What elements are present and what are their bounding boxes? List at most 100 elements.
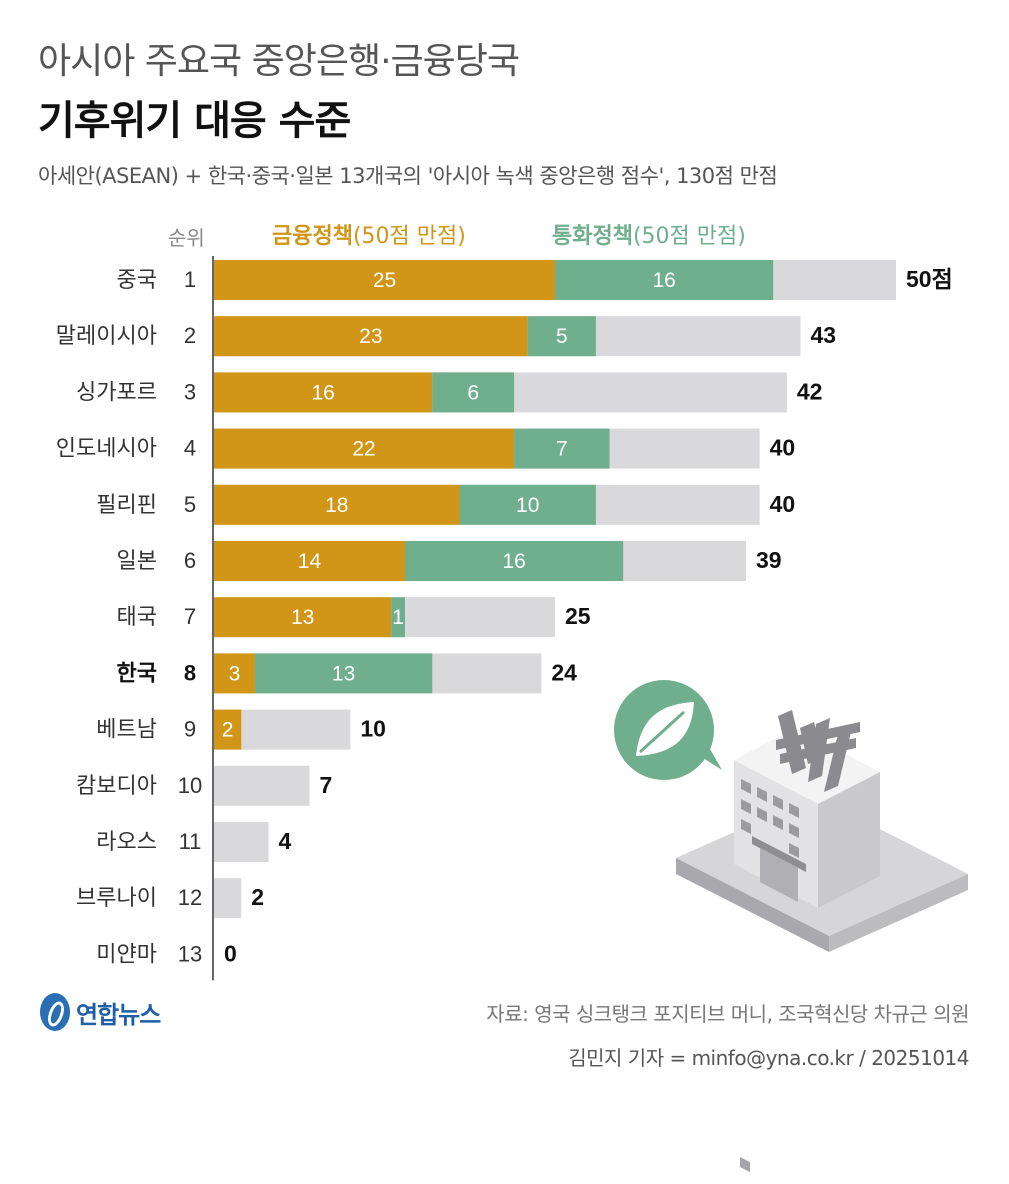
financial-value-label: 3	[229, 662, 241, 685]
financial-bar	[214, 597, 392, 638]
country-label: 말레이시아	[56, 323, 157, 348]
financial-bar	[214, 541, 405, 581]
rank-label: 2	[184, 323, 196, 348]
financial-bar	[214, 484, 460, 525]
country-label: 미얀마	[96, 941, 157, 966]
rank-label: 9	[184, 717, 196, 742]
title-line1: 아시아 주요국 중앙은행·금융당국	[38, 41, 520, 82]
rank-label: 10	[178, 773, 202, 798]
rank-label: 13	[178, 941, 202, 966]
total-value-label: 25	[565, 603, 591, 629]
rank-label: 3	[184, 379, 196, 404]
rank-label: 11	[179, 829, 202, 854]
monetary-value-label: 10	[516, 494, 539, 517]
rank-label: 12	[178, 885, 202, 910]
country-label: 라오스	[96, 829, 157, 854]
monetary-value-label: 16	[652, 269, 675, 292]
rank-label: 6	[184, 548, 196, 573]
financial-value-label: 14	[298, 550, 322, 573]
financial-value-label: 25	[373, 269, 396, 292]
rank-label: 5	[184, 492, 196, 517]
legend-financial: 금융정책(50점 만점)	[272, 218, 466, 250]
monetary-value-label: 1	[392, 606, 404, 629]
bank-building-illustration	[614, 680, 968, 1173]
legend-monetary-paren: (50점 만점)	[632, 224, 746, 249]
leaf-bubble-tail	[700, 742, 722, 770]
rank-label: 1	[184, 267, 196, 292]
yonhap-logo-text: 연합뉴스	[76, 1000, 161, 1029]
total-value-label: 10	[360, 716, 386, 742]
monetary-value-label: 5	[556, 325, 568, 348]
financial-value-label: 22	[352, 438, 375, 461]
total-bar	[214, 765, 310, 806]
legend-financial-label: 금융정책	[272, 224, 353, 249]
country-label: 베트남	[96, 717, 157, 742]
legend-financial-paren: (50점 만점)	[352, 224, 466, 249]
monetary-value-label: 6	[467, 381, 479, 404]
financial-bar	[214, 260, 555, 300]
chart-title: 기후위기 대응 수준	[38, 98, 351, 144]
monetary-value-label: 7	[556, 438, 568, 461]
total-bar	[214, 822, 269, 862]
monetary-bar	[432, 372, 515, 413]
yonhap-logo-icon	[40, 993, 70, 1031]
building-windows	[740, 1157, 750, 1173]
financial-bar	[214, 372, 433, 413]
total-value-label: 40	[770, 435, 796, 461]
total-value-label: 7	[319, 772, 332, 798]
total-value-label: 24	[551, 659, 577, 685]
building-roof	[734, 728, 880, 804]
financial-bar	[214, 653, 255, 694]
total-value-label: 4	[279, 828, 292, 854]
total-value-label: 50점	[906, 266, 953, 292]
total-value-label: 40	[770, 491, 796, 517]
credit-line: 김민지 기자 = minfo@yna.co.kr / 20251014	[568, 1046, 969, 1070]
country-label: 캄보디아	[76, 773, 157, 798]
rank-label: 8	[184, 660, 196, 685]
platform-right	[829, 874, 968, 952]
total-value-label: 43	[811, 322, 837, 348]
financial-value-label: 13	[291, 606, 314, 629]
financial-value-label: 23	[359, 325, 382, 348]
platform-left	[676, 858, 829, 952]
monetary-bar	[527, 316, 596, 357]
financial-value-label: 18	[325, 494, 348, 517]
monetary-bar	[254, 653, 433, 694]
rank-column-header: 순위	[168, 226, 205, 250]
entrance-door	[760, 848, 798, 902]
monetary-bar	[555, 260, 774, 300]
building-side	[818, 772, 880, 908]
country-label: 일본	[117, 548, 157, 573]
financial-value-label: 16	[311, 381, 334, 404]
country-label: 필리핀	[96, 492, 157, 517]
country-label: 태국	[117, 604, 157, 629]
monetary-bar	[514, 428, 610, 469]
monetary-value-label: 16	[502, 550, 525, 573]
country-label: 싱가포르	[76, 379, 157, 404]
rank-label: 7	[184, 604, 196, 629]
monetary-value-label: 13	[332, 662, 355, 685]
total-value-label: 42	[797, 378, 823, 404]
monetary-bar	[391, 597, 405, 638]
total-value-label: 39	[756, 547, 782, 573]
country-label: 한국	[117, 660, 157, 685]
won-sign	[776, 710, 860, 792]
legend-monetary-label: 통화정책	[552, 224, 633, 249]
financial-bar	[214, 428, 515, 469]
monetary-bar	[404, 541, 624, 581]
monetary-bar	[459, 484, 596, 525]
window	[740, 1157, 750, 1173]
leaf-vein	[638, 710, 686, 754]
legend-monetary: 통화정책(50점 만점)	[552, 218, 746, 250]
financial-value-label: 2	[222, 719, 234, 742]
financial-bar	[214, 316, 528, 357]
window-grid	[741, 779, 799, 858]
financial-bar	[214, 709, 242, 750]
yonhap-logo: 연합뉴스	[40, 993, 161, 1031]
entrance-awning	[752, 836, 806, 872]
country-label: 중국	[117, 267, 157, 292]
country-label: 브루나이	[76, 885, 157, 910]
chart-subtitle: 아세안(ASEAN) + 한국·중국·일본 13개국의 '아시아 녹색 중앙은행…	[38, 164, 778, 188]
